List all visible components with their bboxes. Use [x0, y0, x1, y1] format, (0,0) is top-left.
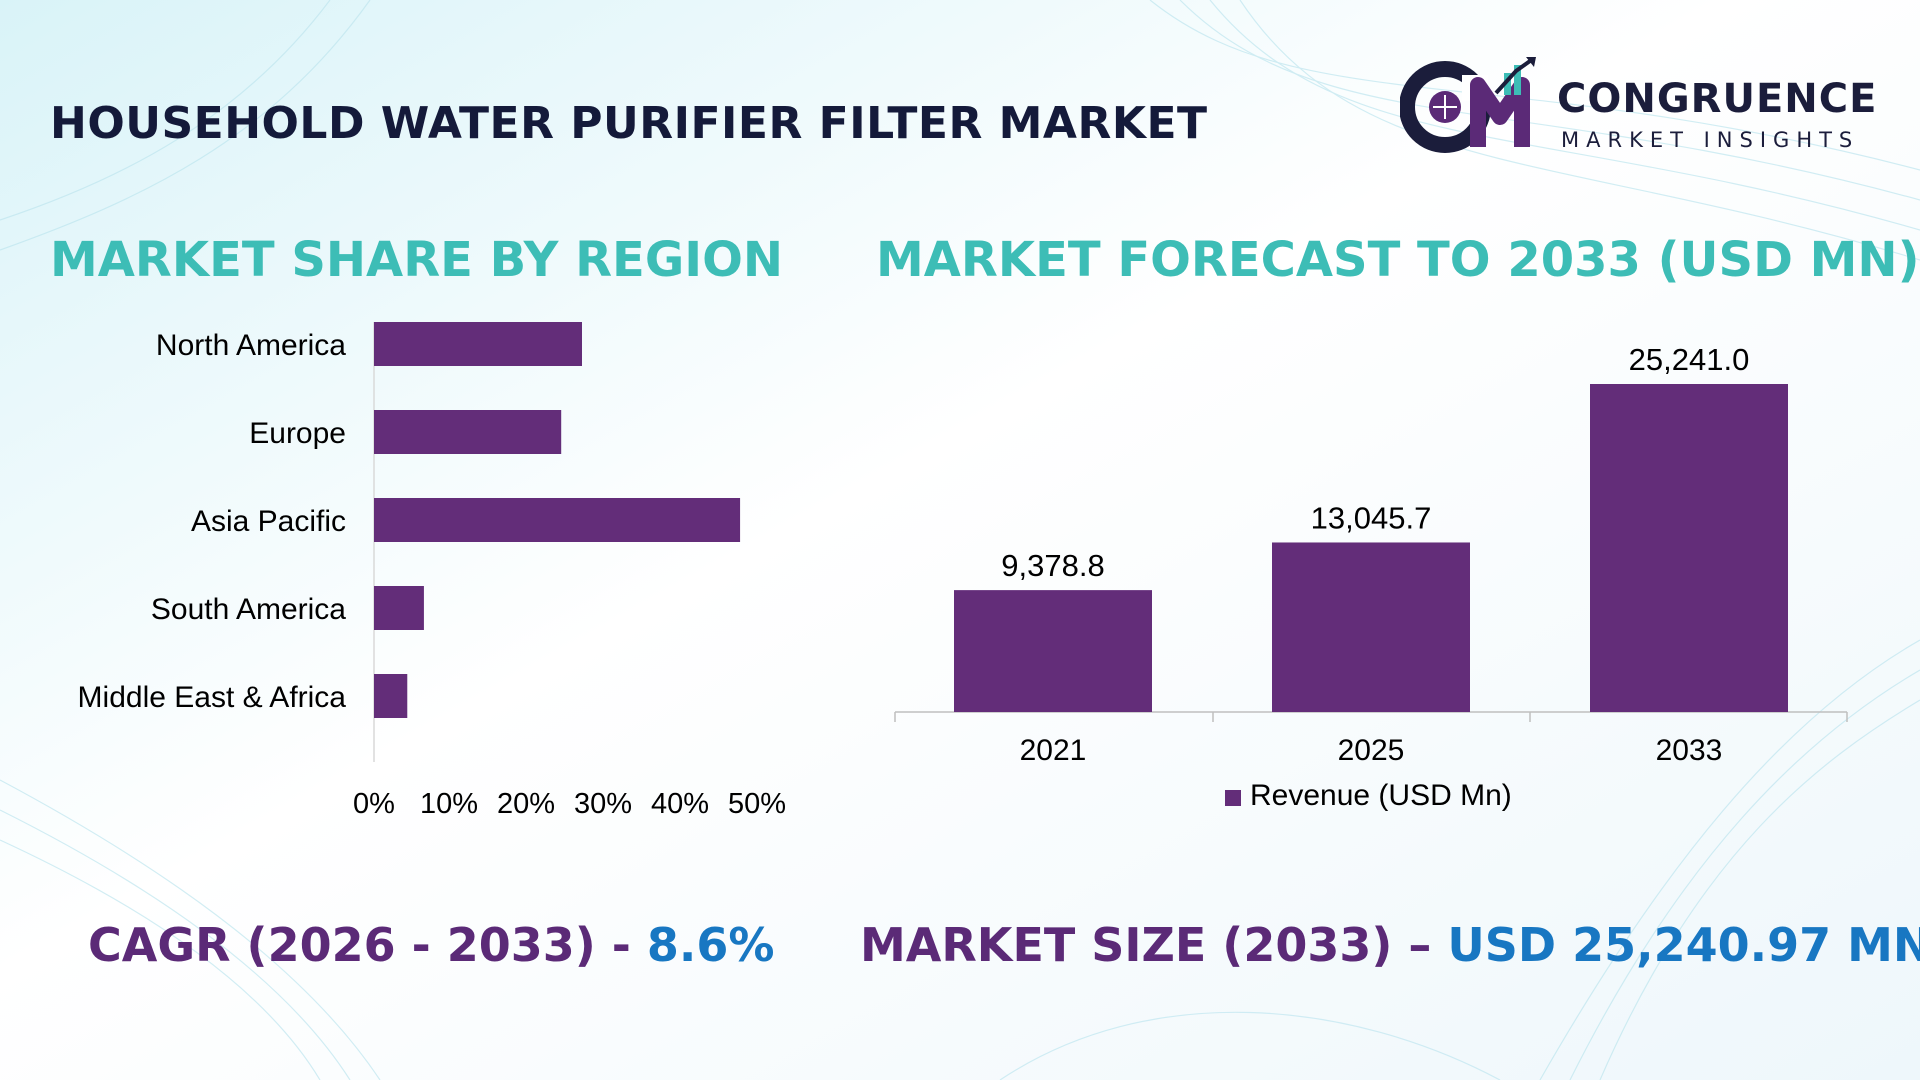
logo-name: CONGRUENCE [1557, 76, 1878, 122]
forecast-bar [954, 590, 1152, 712]
forecast-bar [1272, 542, 1470, 712]
legend-swatch [1225, 790, 1241, 806]
market-size-stat: MARKET SIZE (2033) – USD 25,240.97 MN [860, 918, 1920, 972]
region-tick-label: 50% [728, 788, 786, 820]
forecast-category-label: 2033 [1656, 734, 1723, 767]
region-tick-label: 20% [497, 788, 555, 820]
region-bar [374, 322, 582, 366]
legend-label: Revenue (USD Mn) [1250, 779, 1512, 812]
forecast-bar [1590, 384, 1788, 712]
cagr-value: 8.6% [646, 918, 775, 972]
region-chart-title: MARKET SHARE BY REGION [50, 232, 784, 288]
region-tick-label: 10% [420, 788, 478, 820]
region-tick-label: 40% [651, 788, 709, 820]
cagr-stat: CAGR (2026 - 2033) - 8.6% [88, 918, 774, 972]
region-label: Europe [249, 417, 346, 450]
market-size-label: MARKET SIZE (2033) – [860, 918, 1448, 972]
region-label: North America [156, 329, 346, 362]
region-bar [374, 586, 424, 630]
region-tick-label: 0% [353, 788, 395, 820]
forecast-data-label: 9,378.8 [1001, 548, 1104, 583]
region-label: Asia Pacific [191, 505, 346, 538]
forecast-chart: 9,378.8 13,045.7 25,241.0 2021 2025 2033 Rev… [894, 342, 1848, 812]
forecast-data-label: 13,045.7 [1311, 500, 1432, 535]
page-title: HOUSEHOLD WATER PURIFIER FILTER MARKET [50, 98, 1208, 149]
region-bar [374, 410, 562, 454]
region-tick-label: 30% [574, 788, 632, 820]
forecast-data-label: 25,241.0 [1629, 342, 1750, 377]
logo-subtitle: MARKET INSIGHTS [1561, 128, 1860, 152]
cagr-label: CAGR (2026 - 2033) - [88, 918, 647, 972]
logo-monogram-icon [1400, 57, 1536, 153]
region-bar [374, 674, 408, 718]
forecast-category-label: 2021 [1020, 734, 1087, 767]
region-share-chart: North America Europe Asia Pacific South Ame… [78, 322, 786, 820]
forecast-category-label: 2025 [1338, 734, 1405, 767]
region-label: South America [151, 593, 346, 626]
region-label: Middle East & Africa [78, 681, 347, 714]
region-bar [374, 498, 741, 542]
forecast-chart-title: MARKET FORECAST TO 2033 (USD MN) [876, 232, 1920, 288]
market-size-value: USD 25,240.97 MN [1447, 918, 1920, 972]
